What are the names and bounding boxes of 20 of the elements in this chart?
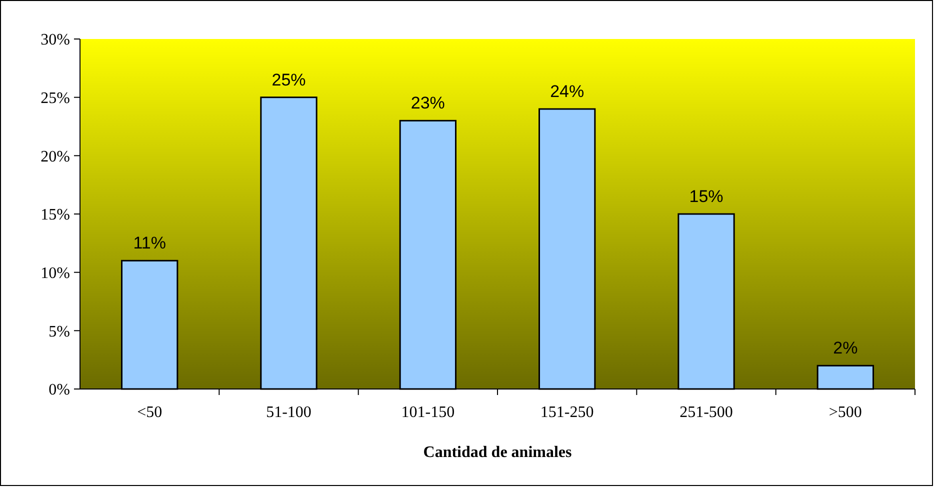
data-label: 11% bbox=[133, 234, 166, 253]
y-tick-label: 5% bbox=[48, 323, 70, 340]
x-tick-label: 251-500 bbox=[680, 404, 733, 421]
x-tick-label: <50 bbox=[137, 404, 162, 421]
y-tick-label: 20% bbox=[40, 148, 70, 166]
data-label: 23% bbox=[410, 94, 445, 113]
y-tick-label: 30% bbox=[40, 32, 70, 49]
x-tick-label: 101-150 bbox=[401, 404, 455, 421]
x-tick-label: 51-100 bbox=[266, 404, 312, 421]
y-tick-label: 25% bbox=[40, 90, 70, 107]
x-tick-label: 151-250 bbox=[540, 404, 594, 421]
y-tick-label: 15% bbox=[40, 206, 70, 224]
data-label: 24% bbox=[550, 82, 584, 101]
x-axis-title: Cantidad de animales bbox=[423, 444, 572, 461]
data-label: 2% bbox=[833, 338, 858, 358]
data-label: 25% bbox=[272, 70, 306, 90]
y-tick-label: 0% bbox=[48, 382, 70, 399]
x-tick-label: >500 bbox=[828, 404, 862, 421]
y-tick-label: 10% bbox=[40, 264, 70, 282]
data-label: 15% bbox=[689, 187, 724, 206]
